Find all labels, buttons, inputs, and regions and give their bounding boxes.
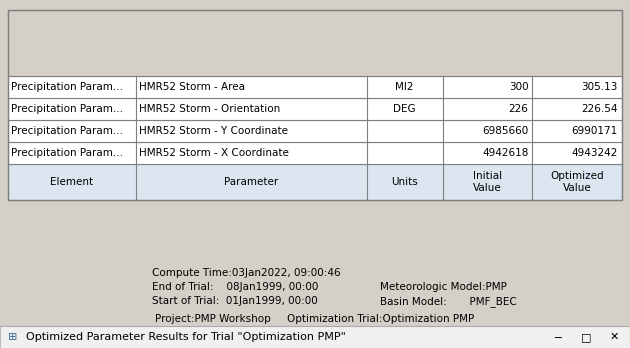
Bar [0, 326, 630, 348]
Text: 6990171: 6990171 [572, 126, 618, 136]
Text: Meteorologic Model:PMP: Meteorologic Model:PMP [380, 282, 507, 292]
Text: 226.54: 226.54 [581, 104, 618, 114]
Text: HMR52 Storm - X Coordinate: HMR52 Storm - X Coordinate [139, 148, 289, 158]
Bar [8, 76, 622, 98]
Bar [8, 164, 622, 200]
Text: Project:PMP Workshop     Optimization Trial:Optimization PMP: Project:PMP Workshop Optimization Trial:… [156, 314, 474, 324]
Text: Initial
Value: Initial Value [473, 171, 502, 193]
Text: 300: 300 [508, 82, 529, 92]
Text: 4942618: 4942618 [482, 148, 529, 158]
Text: 6985660: 6985660 [482, 126, 529, 136]
Bar [8, 10, 622, 200]
Text: Element: Element [50, 177, 93, 187]
Text: Precipitation Param...: Precipitation Param... [11, 148, 123, 158]
Bar [8, 120, 622, 142]
Text: ✕: ✕ [609, 332, 619, 342]
Text: ─: ─ [554, 332, 561, 342]
Text: Start of Trial:  01Jan1999, 00:00: Start of Trial: 01Jan1999, 00:00 [152, 296, 318, 306]
Text: HMR52 Storm - Orientation: HMR52 Storm - Orientation [139, 104, 280, 114]
Text: Precipitation Param...: Precipitation Param... [11, 126, 123, 136]
Bar [8, 142, 622, 164]
Text: End of Trial:    08Jan1999, 00:00: End of Trial: 08Jan1999, 00:00 [152, 282, 318, 292]
Text: Parameter: Parameter [224, 177, 278, 187]
Text: HMR52 Storm - Area: HMR52 Storm - Area [139, 82, 244, 92]
Text: 4943242: 4943242 [571, 148, 618, 158]
Text: Compute Time:03Jan2022, 09:00:46: Compute Time:03Jan2022, 09:00:46 [152, 268, 341, 278]
Text: Basin Model:       PMF_BEC: Basin Model: PMF_BEC [380, 296, 517, 307]
Text: Optimized Parameter Results for Trial "Optimization PMP": Optimized Parameter Results for Trial "O… [26, 332, 346, 342]
Text: HMR52 Storm - Y Coordinate: HMR52 Storm - Y Coordinate [139, 126, 288, 136]
Text: 226: 226 [508, 104, 529, 114]
Text: Optimized
Value: Optimized Value [551, 171, 604, 193]
Bar [8, 10, 622, 76]
Text: Precipitation Param...: Precipitation Param... [11, 104, 123, 114]
Text: DEG: DEG [393, 104, 416, 114]
Text: 305.13: 305.13 [581, 82, 618, 92]
Text: MI2: MI2 [396, 82, 414, 92]
Text: Precipitation Param...: Precipitation Param... [11, 82, 123, 92]
Text: □: □ [581, 332, 591, 342]
Text: ⊞: ⊞ [8, 332, 18, 342]
Text: Units: Units [391, 177, 418, 187]
Bar [8, 98, 622, 120]
